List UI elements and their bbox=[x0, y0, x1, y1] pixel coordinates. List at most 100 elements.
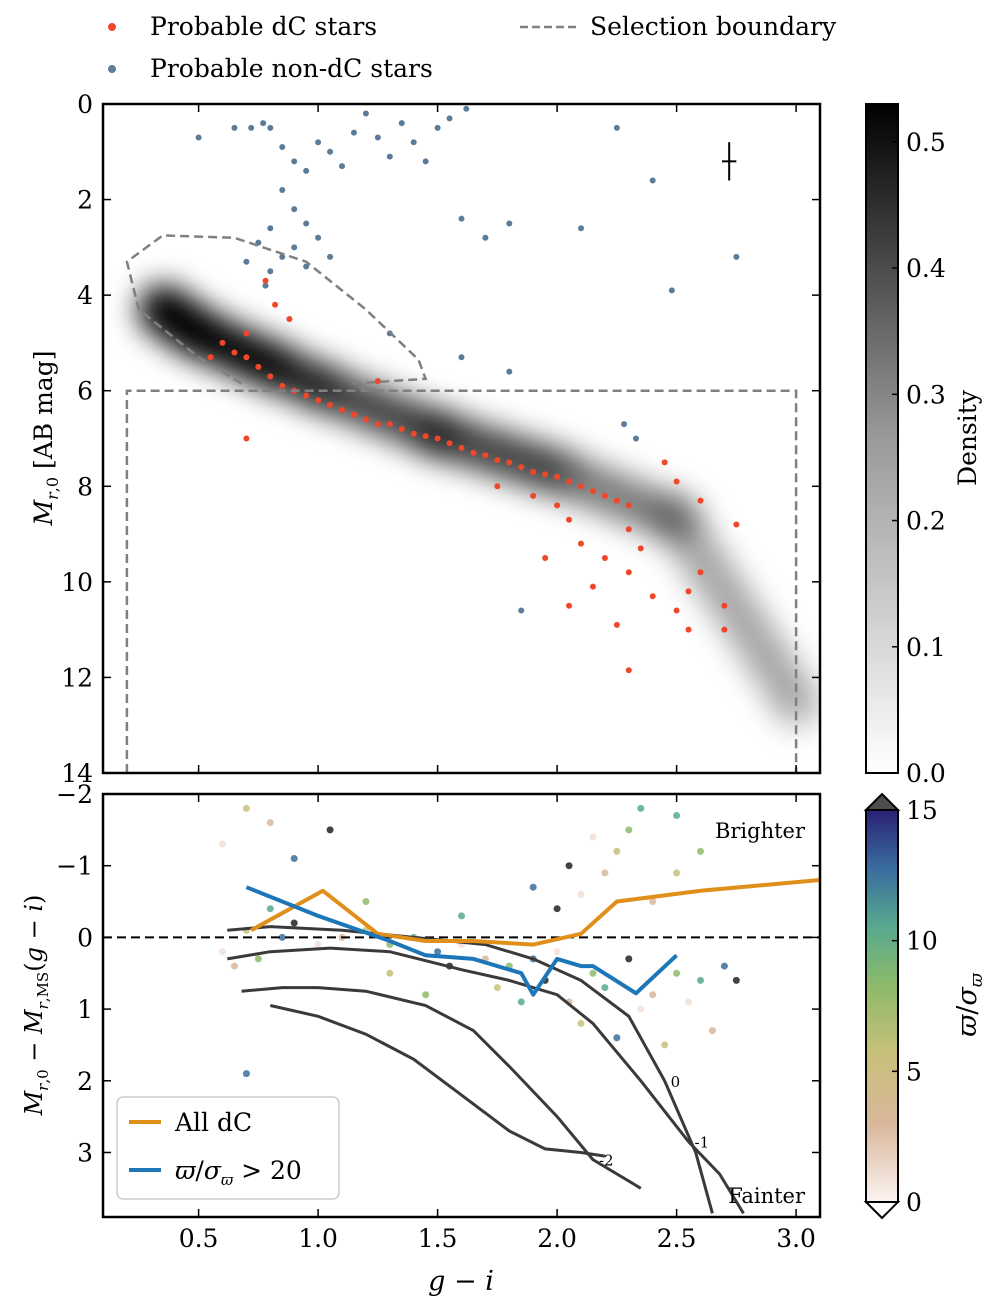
parallax-colorbar-gradient bbox=[865, 809, 899, 1203]
dc-point bbox=[685, 588, 692, 595]
dc-point bbox=[207, 354, 214, 361]
parallax-point bbox=[422, 991, 430, 999]
parallax-point bbox=[613, 847, 621, 855]
dc-point bbox=[386, 421, 393, 428]
parallax-point bbox=[625, 826, 633, 834]
parallax-point bbox=[242, 1070, 250, 1078]
density-colorbar: 0.0 0.1 0.2 0.3 0.4 0.5 Density bbox=[865, 103, 982, 788]
top-y-tick-label: 4 bbox=[77, 281, 93, 310]
non-dc-point bbox=[267, 124, 274, 131]
parallax-point bbox=[266, 905, 274, 913]
dc-point bbox=[243, 330, 250, 337]
dc-point bbox=[506, 459, 513, 466]
dc-point bbox=[267, 373, 274, 380]
parallax-point bbox=[685, 998, 693, 1006]
dc-point bbox=[673, 607, 680, 614]
parallax-point bbox=[254, 955, 262, 963]
dc-point bbox=[243, 354, 250, 361]
non-dc-point bbox=[327, 253, 334, 260]
parallax-point bbox=[649, 991, 657, 999]
top-x-ticks bbox=[197, 104, 797, 773]
density-colorbar-tick-label: 0.0 bbox=[906, 759, 946, 788]
top-y-axis-label: Mr,0 [AB mag] bbox=[29, 351, 62, 527]
parallax-point bbox=[314, 941, 322, 949]
selection-boundary-ellipse bbox=[125, 234, 428, 392]
contour-label: 0 bbox=[671, 1073, 681, 1091]
non-dc-point bbox=[267, 268, 274, 275]
dc-point bbox=[398, 425, 405, 432]
parallax-point bbox=[242, 804, 250, 812]
parallax-point bbox=[637, 1005, 645, 1013]
parallax-point bbox=[673, 812, 681, 820]
non-dc-point bbox=[578, 225, 584, 232]
density-colorbar-tick-label: 0.5 bbox=[906, 128, 946, 157]
bottom-x-tick-label: 2.5 bbox=[657, 1224, 697, 1253]
dc-point bbox=[685, 626, 692, 633]
dc-point bbox=[589, 488, 596, 495]
non-dc-point bbox=[327, 148, 334, 155]
dc-point bbox=[542, 554, 549, 561]
non-dc-point bbox=[434, 124, 441, 131]
parallax-point bbox=[290, 919, 298, 927]
non-dc-point bbox=[374, 134, 381, 141]
dc-points bbox=[207, 277, 740, 674]
legend-all-dc-label: All dC bbox=[174, 1108, 252, 1137]
parallax-point bbox=[278, 933, 286, 941]
non-dc-point bbox=[422, 158, 429, 165]
parallax-point bbox=[637, 804, 645, 812]
parallax-point bbox=[601, 984, 609, 992]
parallax-point bbox=[326, 826, 334, 834]
legend-dc-label: Probable dC stars bbox=[150, 12, 377, 41]
non-dc-point bbox=[668, 287, 675, 294]
dc-point bbox=[601, 492, 608, 499]
bottom-x-ticks: 0.5 1.0 1.5 2.0 2.5 3.0 bbox=[179, 794, 816, 1253]
dc-point bbox=[362, 416, 369, 423]
bottom-y-tick-label: 0 bbox=[77, 923, 93, 952]
parallax-point bbox=[290, 855, 298, 863]
contour-lines: 0-1-2 bbox=[227, 925, 745, 1215]
top-y-tick-label: 8 bbox=[77, 472, 93, 501]
dc-point bbox=[673, 478, 680, 485]
bottom-x-tick-label: 0.5 bbox=[179, 1224, 219, 1253]
error-bar bbox=[722, 142, 737, 181]
parallax-colorbar-extend-top bbox=[863, 792, 901, 811]
bottom-axes-frame bbox=[101, 792, 822, 1219]
dc-point bbox=[578, 483, 584, 490]
density-colorbar-tick-label: 0.4 bbox=[906, 254, 946, 283]
dc-point bbox=[374, 378, 381, 385]
parallax-point bbox=[219, 840, 226, 848]
dc-point bbox=[219, 339, 226, 346]
non-dc-point bbox=[482, 234, 489, 241]
bottom-legend-box bbox=[116, 1096, 340, 1200]
dc-point bbox=[566, 478, 573, 485]
parallax-point bbox=[697, 847, 704, 855]
dc-point bbox=[566, 602, 573, 609]
parallax-colorbar-tick-label: 5 bbox=[906, 1057, 922, 1086]
bottom-y-tick-label: 2 bbox=[77, 1067, 93, 1096]
non-dc-point bbox=[195, 134, 202, 141]
parallax-point bbox=[673, 969, 681, 977]
non-dc-point bbox=[463, 105, 470, 112]
parallax-point bbox=[493, 984, 501, 992]
bottom-x-tick-label: 1.0 bbox=[298, 1224, 338, 1253]
dc-point bbox=[434, 435, 441, 442]
non-dc-point bbox=[362, 110, 369, 117]
parallax-point bbox=[589, 833, 597, 841]
dc-point bbox=[625, 526, 632, 533]
parallax-point bbox=[649, 898, 657, 906]
parallax-point bbox=[434, 948, 442, 956]
dc-point bbox=[286, 316, 293, 323]
non-dc-point bbox=[350, 129, 357, 136]
parallax-point bbox=[553, 948, 561, 956]
dc-point bbox=[494, 457, 501, 464]
parallax-point bbox=[230, 962, 238, 970]
parallax-point bbox=[613, 1034, 621, 1042]
dc-point bbox=[272, 301, 279, 308]
non-dc-point bbox=[279, 144, 286, 151]
non-dc-point bbox=[339, 163, 345, 170]
density-colorbar-gradient bbox=[865, 103, 899, 774]
dc-point bbox=[721, 602, 728, 609]
bottom-y-ticks: −2 −1 0 1 2 3 bbox=[56, 780, 820, 1167]
